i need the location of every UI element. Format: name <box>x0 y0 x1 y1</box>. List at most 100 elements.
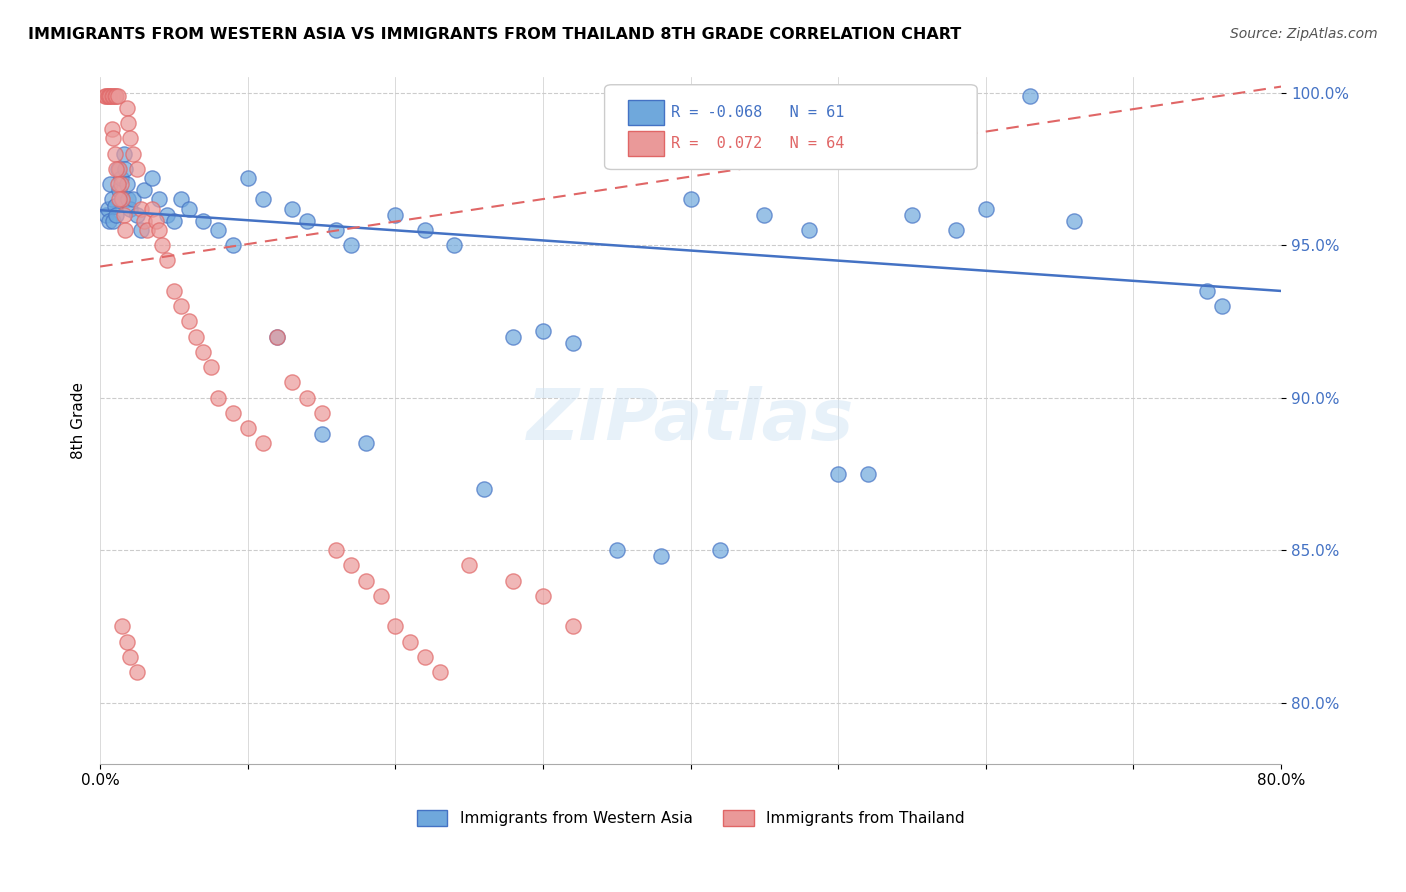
Point <box>100 177 122 191</box>
Point <box>155 208 177 222</box>
Y-axis label: 8th Grade: 8th Grade <box>72 382 86 459</box>
Point <box>370 589 392 603</box>
Point <box>105 161 128 176</box>
Point <box>131 223 153 237</box>
Point <box>170 193 193 207</box>
Point <box>561 619 583 633</box>
Point <box>1211 299 1233 313</box>
Point <box>131 202 153 216</box>
Point <box>325 543 347 558</box>
Point <box>108 193 131 207</box>
Point <box>184 329 207 343</box>
Point <box>236 171 259 186</box>
Point <box>472 482 495 496</box>
Point <box>266 329 288 343</box>
Point <box>650 549 672 564</box>
Point <box>93 88 115 103</box>
Point <box>111 193 134 207</box>
Text: R = -0.068   N = 61: R = -0.068 N = 61 <box>671 105 844 120</box>
Point <box>105 208 128 222</box>
Point <box>193 214 215 228</box>
Point <box>502 574 524 588</box>
Point <box>709 543 731 558</box>
Point <box>797 223 820 237</box>
Point <box>311 406 333 420</box>
Point <box>141 171 163 186</box>
Point <box>150 238 173 252</box>
Point <box>125 665 148 680</box>
Point <box>94 208 117 222</box>
Text: R =  0.072   N = 64: R = 0.072 N = 64 <box>671 136 844 151</box>
Point <box>115 101 138 115</box>
Point <box>108 161 131 176</box>
Point <box>325 223 347 237</box>
Point <box>413 223 436 237</box>
Point <box>1197 284 1219 298</box>
Point <box>115 177 138 191</box>
Point <box>94 88 117 103</box>
Point <box>200 360 222 375</box>
Point <box>103 214 125 228</box>
Point <box>125 161 148 176</box>
Point <box>114 161 136 176</box>
Point <box>104 146 127 161</box>
Point <box>281 202 304 216</box>
Point <box>115 634 138 648</box>
Point <box>96 88 118 103</box>
Point <box>103 88 125 103</box>
Point <box>118 131 141 145</box>
Point <box>754 208 776 222</box>
Point <box>531 324 554 338</box>
Point <box>112 208 135 222</box>
Point <box>945 223 967 237</box>
Point <box>295 391 318 405</box>
Point <box>117 193 139 207</box>
Point <box>101 122 124 136</box>
Point <box>118 202 141 216</box>
Point <box>354 436 377 450</box>
Point <box>163 214 186 228</box>
Point <box>561 335 583 350</box>
Point <box>100 88 122 103</box>
Point <box>177 314 200 328</box>
Point <box>340 238 363 252</box>
Point <box>148 193 170 207</box>
Point <box>104 198 127 212</box>
Point <box>108 183 131 197</box>
Point <box>96 202 118 216</box>
Point <box>252 436 274 450</box>
Point <box>311 427 333 442</box>
Point <box>443 238 465 252</box>
Point <box>110 171 132 186</box>
Point <box>384 619 406 633</box>
Point <box>125 208 148 222</box>
Point <box>111 619 134 633</box>
Point <box>413 650 436 665</box>
Point <box>107 177 129 191</box>
Point <box>340 558 363 573</box>
Point <box>207 391 229 405</box>
Point <box>134 214 156 228</box>
Point <box>111 193 134 207</box>
Point <box>103 131 125 145</box>
Point <box>110 177 132 191</box>
Point <box>114 223 136 237</box>
Text: IMMIGRANTS FROM WESTERN ASIA VS IMMIGRANTS FROM THAILAND 8TH GRADE CORRELATION C: IMMIGRANTS FROM WESTERN ASIA VS IMMIGRAN… <box>28 27 962 42</box>
Point <box>136 223 159 237</box>
Point <box>104 88 127 103</box>
Point <box>105 88 128 103</box>
Point <box>502 329 524 343</box>
Point <box>236 421 259 435</box>
Point <box>134 183 156 197</box>
Point <box>148 223 170 237</box>
Point <box>827 467 849 481</box>
Point <box>101 88 124 103</box>
Point <box>117 116 139 130</box>
Point <box>266 329 288 343</box>
Point <box>112 146 135 161</box>
Point <box>193 345 215 359</box>
Text: Source: ZipAtlas.com: Source: ZipAtlas.com <box>1230 27 1378 41</box>
Point <box>121 146 143 161</box>
Point <box>177 202 200 216</box>
Point <box>98 214 121 228</box>
